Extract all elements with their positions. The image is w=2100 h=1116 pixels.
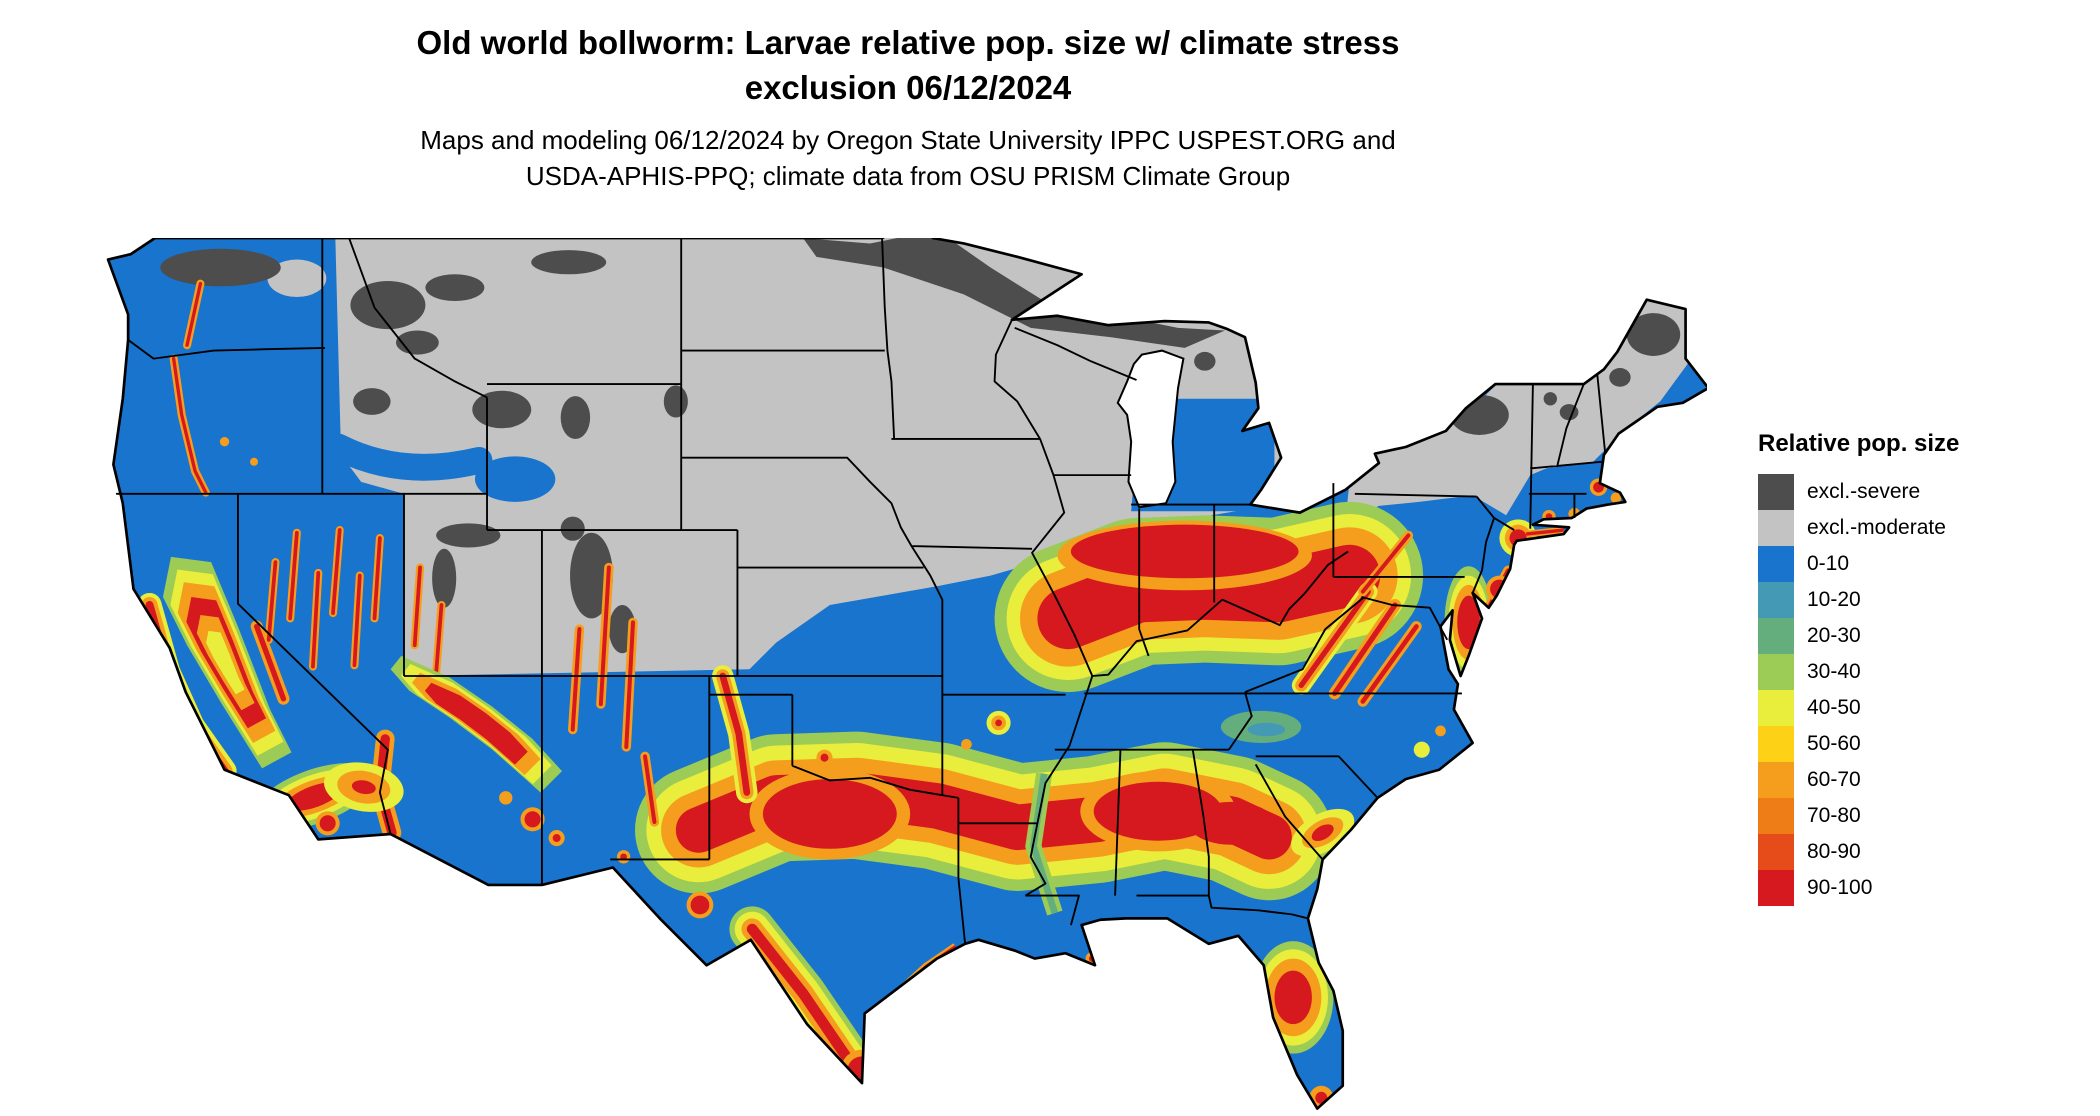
legend-swatch <box>1758 834 1794 870</box>
legend-swatch <box>1758 546 1794 582</box>
legend-item-label: 70-80 <box>1807 804 1861 827</box>
legend-item-label: excl.-severe <box>1807 480 1921 503</box>
legend-item-label: 10-20 <box>1807 588 1861 611</box>
legend-swatch <box>1758 870 1794 906</box>
legend-item: 20-30 <box>1758 618 2088 654</box>
legend-item: excl.-moderate <box>1758 510 2088 546</box>
state-borders <box>116 238 1607 944</box>
legend-item: 90-100 <box>1758 870 2088 906</box>
legend-swatch <box>1758 474 1794 510</box>
us-map <box>100 238 1707 1114</box>
legend-title: Relative pop. size <box>1758 430 1960 457</box>
legend-item-label: excl.-moderate <box>1807 516 1946 539</box>
legend-item-label: 80-90 <box>1807 840 1861 863</box>
legend-item-label: 0-10 <box>1807 552 1850 575</box>
legend: Relative pop. size excl.-severe excl.-mo… <box>1758 430 2088 906</box>
legend-swatch <box>1758 654 1794 690</box>
legend-item: 80-90 <box>1758 834 2088 870</box>
new-mexico-ridges <box>568 562 660 827</box>
legend-swatch <box>1758 762 1794 798</box>
legend-swatch <box>1758 510 1794 546</box>
appalachian-ridges <box>1291 530 1422 707</box>
legend-item: 40-50 <box>1758 690 2088 726</box>
legend-item: 0-10 <box>1758 546 2088 582</box>
legend-item-label: 20-30 <box>1807 624 1861 647</box>
legend-item-label: 90-100 <box>1807 876 1873 899</box>
legend-item: 30-40 <box>1758 654 2088 690</box>
legend-item: 10-20 <box>1758 582 2088 618</box>
legend-item: 50-60 <box>1758 726 2088 762</box>
lake-michigan <box>1116 349 1185 509</box>
legend-swatch <box>1758 582 1794 618</box>
map-title-line2: exclusion 06/12/2024 <box>744 69 1072 106</box>
legend-swatch <box>1758 798 1794 834</box>
legend-item: excl.-severe <box>1758 474 2088 510</box>
us-map-svg <box>106 238 1707 1110</box>
legend-item-label: 40-50 <box>1807 696 1861 719</box>
map-title: Old world bollworm: Larvae relative pop.… <box>0 20 1816 110</box>
map-subtitle-line2: USDA-APHIS-PPQ; climate data from OSU PR… <box>525 161 1291 191</box>
map-subtitle-line1: Maps and modeling 06/12/2024 by Oregon S… <box>420 125 1396 155</box>
legend-item-label: 30-40 <box>1807 660 1861 683</box>
legend-item: 60-70 <box>1758 762 2088 798</box>
legend-swatch <box>1758 618 1794 654</box>
us-outline <box>106 238 1707 1110</box>
map-title-line1: Old world bollworm: Larvae relative pop.… <box>416 24 1400 61</box>
legend-swatch <box>1758 690 1794 726</box>
arizona-hot-zone <box>390 655 565 847</box>
great-basin-ridges <box>264 526 446 678</box>
legend-item: 70-80 <box>1758 798 2088 834</box>
legend-item-label: 60-70 <box>1807 768 1861 791</box>
legend-item-label: 50-60 <box>1807 732 1861 755</box>
map-subtitle: Maps and modeling 06/12/2024 by Oregon S… <box>0 122 1816 194</box>
legend-swatch <box>1758 726 1794 762</box>
